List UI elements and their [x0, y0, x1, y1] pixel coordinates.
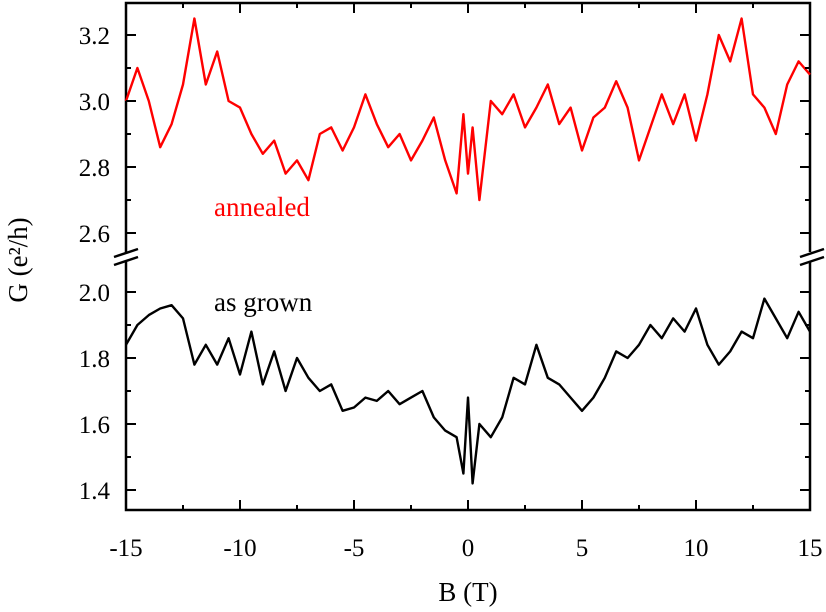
x-tick-label: -10: [223, 535, 256, 562]
axis-break-mask-right: [799, 252, 825, 262]
y-tick-label: 3.2: [79, 23, 110, 50]
axis-break-slash-left-1: [113, 247, 139, 259]
y-tick-label: 2.0: [79, 280, 110, 307]
axis-break-mask-left: [112, 252, 138, 262]
axis-break-slash-left-2: [113, 255, 139, 267]
y-tick-label: 3.0: [79, 89, 110, 116]
y-tick-label: 2.8: [79, 155, 110, 182]
y-tick-label: 1.6: [79, 412, 110, 439]
axis-break-slash-right-2: [799, 255, 825, 267]
y-axis-title: G (e²/h): [3, 217, 33, 302]
plot-frame: [124, 1, 812, 512]
y-tick-label: 2.6: [79, 221, 110, 248]
x-tick-label: 5: [576, 535, 589, 562]
y-tick-label: 1.8: [79, 346, 110, 373]
y-tick-label: 1.4: [79, 478, 111, 505]
axes-layer: -15 -10 -5 0 5 10 15 2.6 2.8 3.0 3.2 1.4 1.6 1.8 2.0: [79, 3, 823, 562]
x-tick-label: 10: [684, 535, 709, 562]
x-tick-label: -5: [344, 535, 365, 562]
x-tick-label: 15: [798, 535, 823, 562]
series-line-annealed: [124, 17, 811, 202]
series-layer: [124, 17, 812, 485]
x-axis-title: B (T): [438, 577, 497, 607]
x-tick-label: -15: [109, 535, 142, 562]
curve-label-as-grown: as grown: [214, 287, 313, 317]
axis-break-slash-right-1: [799, 247, 825, 259]
x-tick-label: 0: [462, 535, 475, 562]
curve-label-annealed: annealed: [214, 192, 310, 222]
series-line-as-grown: [124, 297, 812, 485]
